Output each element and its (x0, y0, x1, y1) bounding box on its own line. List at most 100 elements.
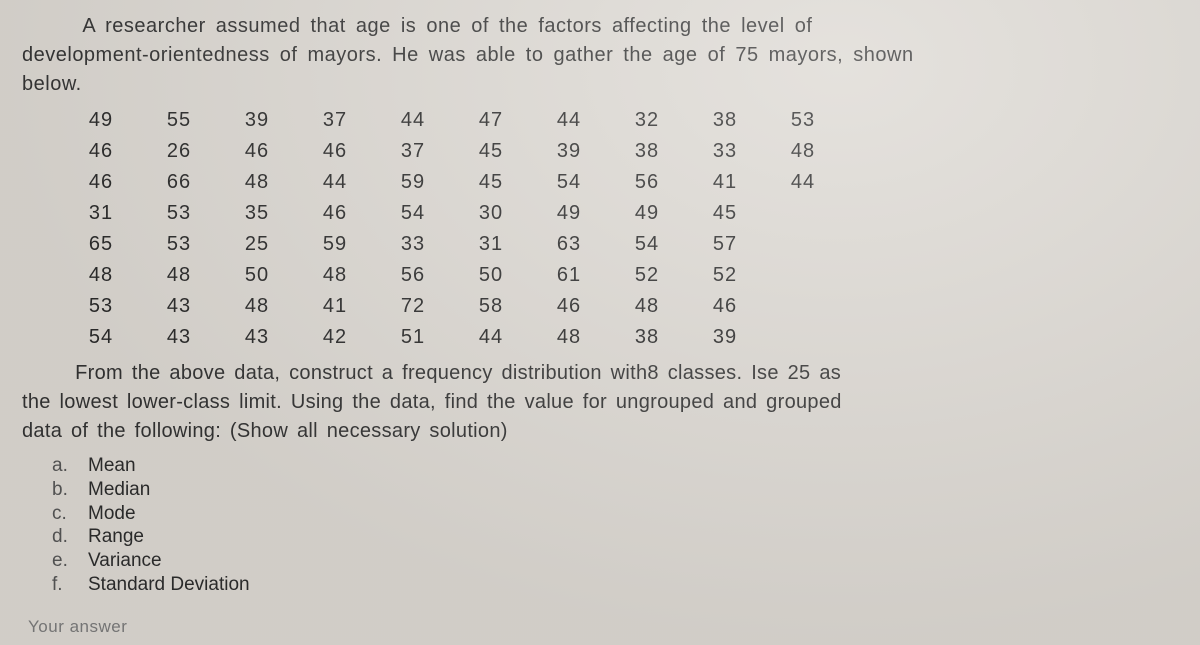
instruction-paragraph: From the above data, construct a frequen… (22, 359, 1178, 446)
table-cell: 58 (452, 295, 530, 318)
table-cell (764, 295, 842, 318)
table-cell: 46 (62, 140, 140, 163)
table-cell: 72 (374, 295, 452, 318)
table-cell: 48 (62, 264, 140, 287)
question-text: Range (88, 525, 144, 549)
question-item: e. Variance (52, 549, 1178, 573)
table-cell: 52 (608, 264, 686, 287)
table-cell: 63 (530, 233, 608, 256)
table-cell: 38 (686, 109, 764, 132)
table-cell: 45 (452, 171, 530, 194)
question-item: b. Median (52, 478, 1178, 502)
table-cell (764, 326, 842, 349)
table-cell: 46 (296, 140, 374, 163)
table-cell: 53 (62, 295, 140, 318)
table-cell: 49 (62, 109, 140, 132)
question-list: a. Mean b. Medianc.Moded. Range e. Variance f. S… (52, 454, 1178, 597)
table-cell: 59 (374, 171, 452, 194)
table-cell: 59 (296, 233, 374, 256)
table-cell: 48 (218, 171, 296, 194)
table-cell: 39 (530, 140, 608, 163)
table-cell: 50 (452, 264, 530, 287)
table-cell: 53 (140, 233, 218, 256)
question-text: Standard Deviation (88, 573, 250, 597)
question-label: d. (52, 525, 74, 549)
data-table: 4955393744474432385346264646374539383348… (62, 109, 1178, 349)
table-cell: 31 (62, 202, 140, 225)
table-cell: 44 (530, 109, 608, 132)
table-cell: 46 (62, 171, 140, 194)
question-label: b. (52, 478, 74, 502)
table-cell: 39 (686, 326, 764, 349)
table-cell: 61 (530, 264, 608, 287)
table-cell: 46 (218, 140, 296, 163)
table-cell: 54 (530, 171, 608, 194)
table-cell: 56 (608, 171, 686, 194)
table-cell: 33 (686, 140, 764, 163)
table-cell: 50 (218, 264, 296, 287)
table-cell: 56 (374, 264, 452, 287)
table-cell: 37 (296, 109, 374, 132)
table-cell: 26 (140, 140, 218, 163)
table-cell: 54 (374, 202, 452, 225)
table-cell: 48 (218, 295, 296, 318)
table-cell: 25 (218, 233, 296, 256)
question-item: a. Mean (52, 454, 1178, 478)
table-cell: 57 (686, 233, 764, 256)
table-cell: 41 (296, 295, 374, 318)
table-cell: 44 (764, 171, 842, 194)
after-line3: data of the following: (Show all necessa… (22, 420, 508, 442)
question-text: Mode (88, 502, 136, 526)
intro-line1: A researcher assumed that age is one of … (82, 15, 812, 37)
table-cell: 54 (62, 326, 140, 349)
table-cell: 46 (686, 295, 764, 318)
intro-paragraph: A researcher assumed that age is one of … (22, 12, 1178, 99)
table-cell: 31 (452, 233, 530, 256)
question-item: d. Range (52, 525, 1178, 549)
table-cell: 53 (764, 109, 842, 132)
question-text: Variance (88, 549, 162, 573)
question-label: f. (52, 573, 74, 597)
table-cell: 47 (452, 109, 530, 132)
question-label: e. (52, 549, 74, 573)
table-cell: 48 (530, 326, 608, 349)
question-text: Median (88, 478, 150, 502)
table-cell: 66 (140, 171, 218, 194)
table-cell (764, 264, 842, 287)
table-cell: 41 (686, 171, 764, 194)
table-cell: 48 (140, 264, 218, 287)
table-cell: 48 (764, 140, 842, 163)
table-cell: 43 (140, 326, 218, 349)
table-cell (764, 202, 842, 225)
table-cell: 46 (296, 202, 374, 225)
table-cell: 32 (608, 109, 686, 132)
after-line1: From the above data, construct a frequen… (75, 362, 841, 384)
question-text: Mean (88, 454, 136, 478)
table-cell: 44 (452, 326, 530, 349)
question-item: c.Mode (52, 502, 1178, 526)
table-cell: 49 (530, 202, 608, 225)
table-cell: 38 (608, 326, 686, 349)
table-cell: 44 (296, 171, 374, 194)
table-cell: 51 (374, 326, 452, 349)
table-cell: 53 (140, 202, 218, 225)
table-cell: 45 (686, 202, 764, 225)
table-cell: 48 (608, 295, 686, 318)
table-cell: 42 (296, 326, 374, 349)
table-cell: 55 (140, 109, 218, 132)
table-cell: 33 (374, 233, 452, 256)
your-answer-label: Your answer (28, 617, 1178, 637)
table-cell: 46 (530, 295, 608, 318)
table-cell: 43 (140, 295, 218, 318)
question-item: f. Standard Deviation (52, 573, 1178, 597)
question-label: a. (52, 454, 74, 478)
table-cell: 65 (62, 233, 140, 256)
intro-line2: development-orientedness of mayors. He w… (22, 44, 914, 66)
table-cell: 30 (452, 202, 530, 225)
table-cell: 54 (608, 233, 686, 256)
table-cell: 49 (608, 202, 686, 225)
table-cell: 35 (218, 202, 296, 225)
after-line2: the lowest lower-class limit. Using the … (22, 391, 842, 413)
table-cell: 45 (452, 140, 530, 163)
intro-line3: below. (22, 73, 82, 95)
